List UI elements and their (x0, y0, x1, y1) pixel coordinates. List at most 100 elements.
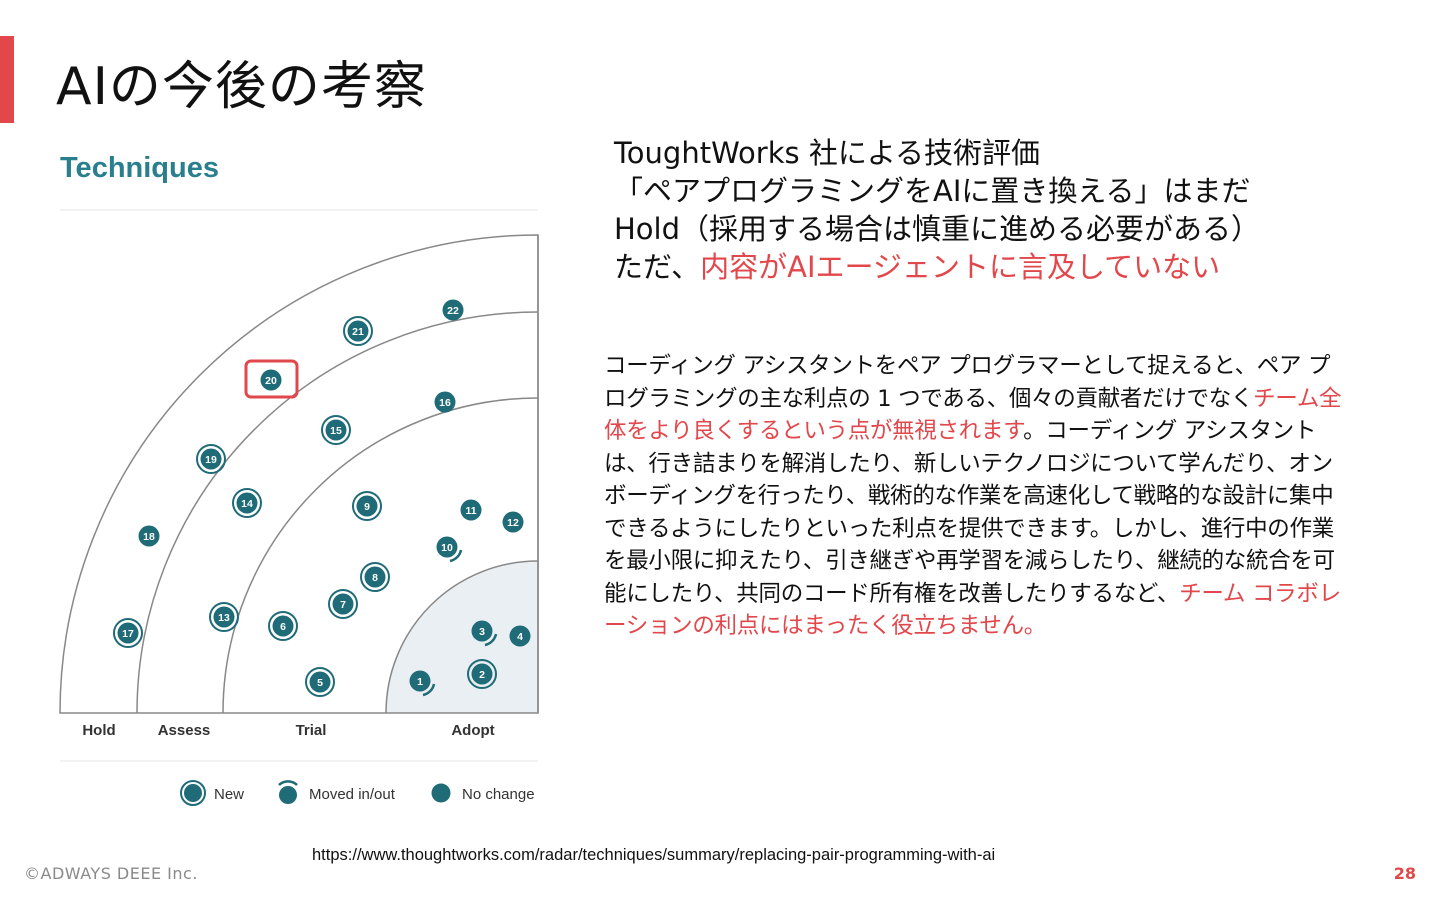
quote-part-1: コーディング アシスタントをペア プログラマーとして捉えると、ペア プログラミン… (604, 353, 1331, 412)
blip-dot (471, 620, 493, 642)
blip-number: 5 (317, 677, 323, 689)
blip-number: 9 (364, 501, 370, 513)
blip-number: 17 (122, 628, 134, 640)
radar-blip-5[interactable]: 5 (305, 667, 335, 697)
highlighted-blip-frame (244, 359, 299, 399)
radar-blip-10[interactable]: 10 (436, 536, 463, 563)
trial-ring-arc (222, 397, 539, 714)
ring-label-trial: Trial (296, 722, 327, 739)
blip-number: 19 (205, 454, 217, 466)
blip-new-ring (268, 611, 298, 641)
blip-dot (332, 593, 354, 615)
radar-blip-12[interactable]: 12 (502, 511, 524, 533)
blip-number: 1 (417, 676, 423, 688)
radar-heading: Techniques (60, 152, 219, 184)
radar-blip-20[interactable]: 20 (260, 369, 282, 391)
radar-blip-18[interactable]: 18 (138, 525, 160, 547)
adopt-ring-arc (385, 560, 539, 714)
blip-moved-arc (422, 683, 436, 697)
thoughtworks-quote: コーディング アシスタントをペア プログラマーとして捉えると、ペア プログラミン… (604, 350, 1344, 643)
legend-moved-marker (279, 786, 297, 804)
blip-new-ring (328, 589, 358, 619)
ring-label-adopt: Adopt (451, 722, 494, 739)
radar-summary: ToughtWorks 社による技術評価 「ペアプログラミングをAIに置き換える… (614, 134, 1260, 286)
blip-number: 12 (507, 517, 519, 529)
legend-new-label: New (214, 786, 244, 803)
legend-new: New (180, 780, 244, 806)
quote-highlight-2: チーム コラボレーションの利点にはまったく役立ちません。 (604, 580, 1341, 640)
radar-blip-3[interactable]: 3 (471, 620, 498, 647)
summary-line-4-highlight: 内容がAIエージェントに言及していない (700, 250, 1221, 284)
blip-dot (309, 671, 331, 693)
summary-line-1: ToughtWorks 社による技術評価 (614, 136, 1040, 170)
blip-dot (200, 448, 222, 470)
ring-label-assess: Assess (158, 722, 211, 739)
blip-new-ring (343, 316, 373, 346)
radar-blip-13[interactable]: 13 (209, 602, 239, 632)
radar-blip-1[interactable]: 1 (409, 670, 436, 697)
legend-moved: Moved in/out (278, 780, 396, 804)
ring-label-hold: Hold (82, 722, 115, 739)
blip-number: 18 (143, 531, 155, 543)
blip-moved-arc (449, 549, 463, 563)
copyright: ©ADWAYS DEEE Inc. (24, 864, 198, 883)
legend-no-change-label: No change (462, 786, 535, 803)
slide-title: AIの今後の考察 (56, 57, 427, 117)
blip-dot (502, 511, 524, 533)
radar-blip-21[interactable]: 21 (343, 316, 373, 346)
legend-no-change-marker (431, 783, 451, 803)
radar-blip-9[interactable]: 9 (352, 491, 382, 521)
blip-number: 16 (439, 397, 451, 409)
blip-dot (409, 670, 431, 692)
blip-number: 3 (479, 626, 485, 638)
legend-moved-arc (278, 780, 298, 786)
title-accent-bar (0, 36, 14, 123)
radar-blip-16[interactable]: 16 (434, 391, 456, 413)
blip-dot (260, 369, 282, 391)
blip-dot (442, 299, 464, 321)
blip-number: 10 (441, 542, 453, 554)
hold-ring-outline (59, 234, 539, 714)
legend-no-change: No change (431, 783, 535, 803)
blip-dot (436, 536, 458, 558)
legend-new-ring (180, 780, 206, 806)
blip-new-ring (232, 488, 262, 518)
radar-blip-14[interactable]: 14 (232, 488, 262, 518)
summary-line-4-prefix: ただ、 (614, 250, 701, 284)
blip-new-ring (305, 667, 335, 697)
blip-number: 14 (241, 498, 253, 510)
blip-new-ring (113, 618, 143, 648)
blip-dot (138, 525, 160, 547)
assess-ring-arc (136, 311, 539, 714)
summary-line-3: Hold（採用する場合は慎重に進める必要がある） (614, 212, 1261, 246)
blip-number: 11 (465, 505, 476, 517)
technology-radar: Hold Assess Trial Adopt 123 4567891011121… (59, 209, 539, 806)
blip-number: 2 (479, 669, 485, 681)
blip-dot (356, 495, 378, 517)
quote-highlight-1: チーム全体をより良くするという点が無視されます (604, 385, 1342, 445)
blip-number: 20 (265, 375, 277, 387)
radar-blip-7[interactable]: 7 (328, 589, 358, 619)
blip-new-ring (209, 602, 239, 632)
blip-dot (325, 419, 347, 441)
radar-blip-17[interactable]: 17 (113, 618, 143, 648)
radar-blip-8[interactable]: 8 (360, 562, 390, 592)
blip-dot (236, 492, 258, 514)
blip-new-ring (360, 562, 390, 592)
radar-blip-4[interactable]: 4 (509, 625, 531, 647)
radar-blip-2[interactable]: 2 (467, 659, 497, 689)
radar-blip-22[interactable]: 22 (442, 299, 464, 321)
blip-number: 13 (218, 612, 230, 624)
source-link[interactable]: https://www.thoughtworks.com/radar/techn… (312, 846, 996, 864)
summary-line-2: 「ペアプログラミングをAIに置き換える」はまだ (614, 174, 1251, 208)
blip-dot (347, 320, 369, 342)
radar-blip-6[interactable]: 6 (268, 611, 298, 641)
legend-moved-label: Moved in/out (309, 786, 396, 803)
blip-new-ring (196, 444, 226, 474)
blip-new-ring (321, 415, 351, 445)
radar-blip-11[interactable]: 11 (460, 499, 482, 521)
radar-blip-19[interactable]: 19 (196, 444, 226, 474)
blip-number: 4 (517, 631, 523, 643)
blip-dot (364, 566, 386, 588)
radar-blip-15[interactable]: 15 (321, 415, 351, 445)
